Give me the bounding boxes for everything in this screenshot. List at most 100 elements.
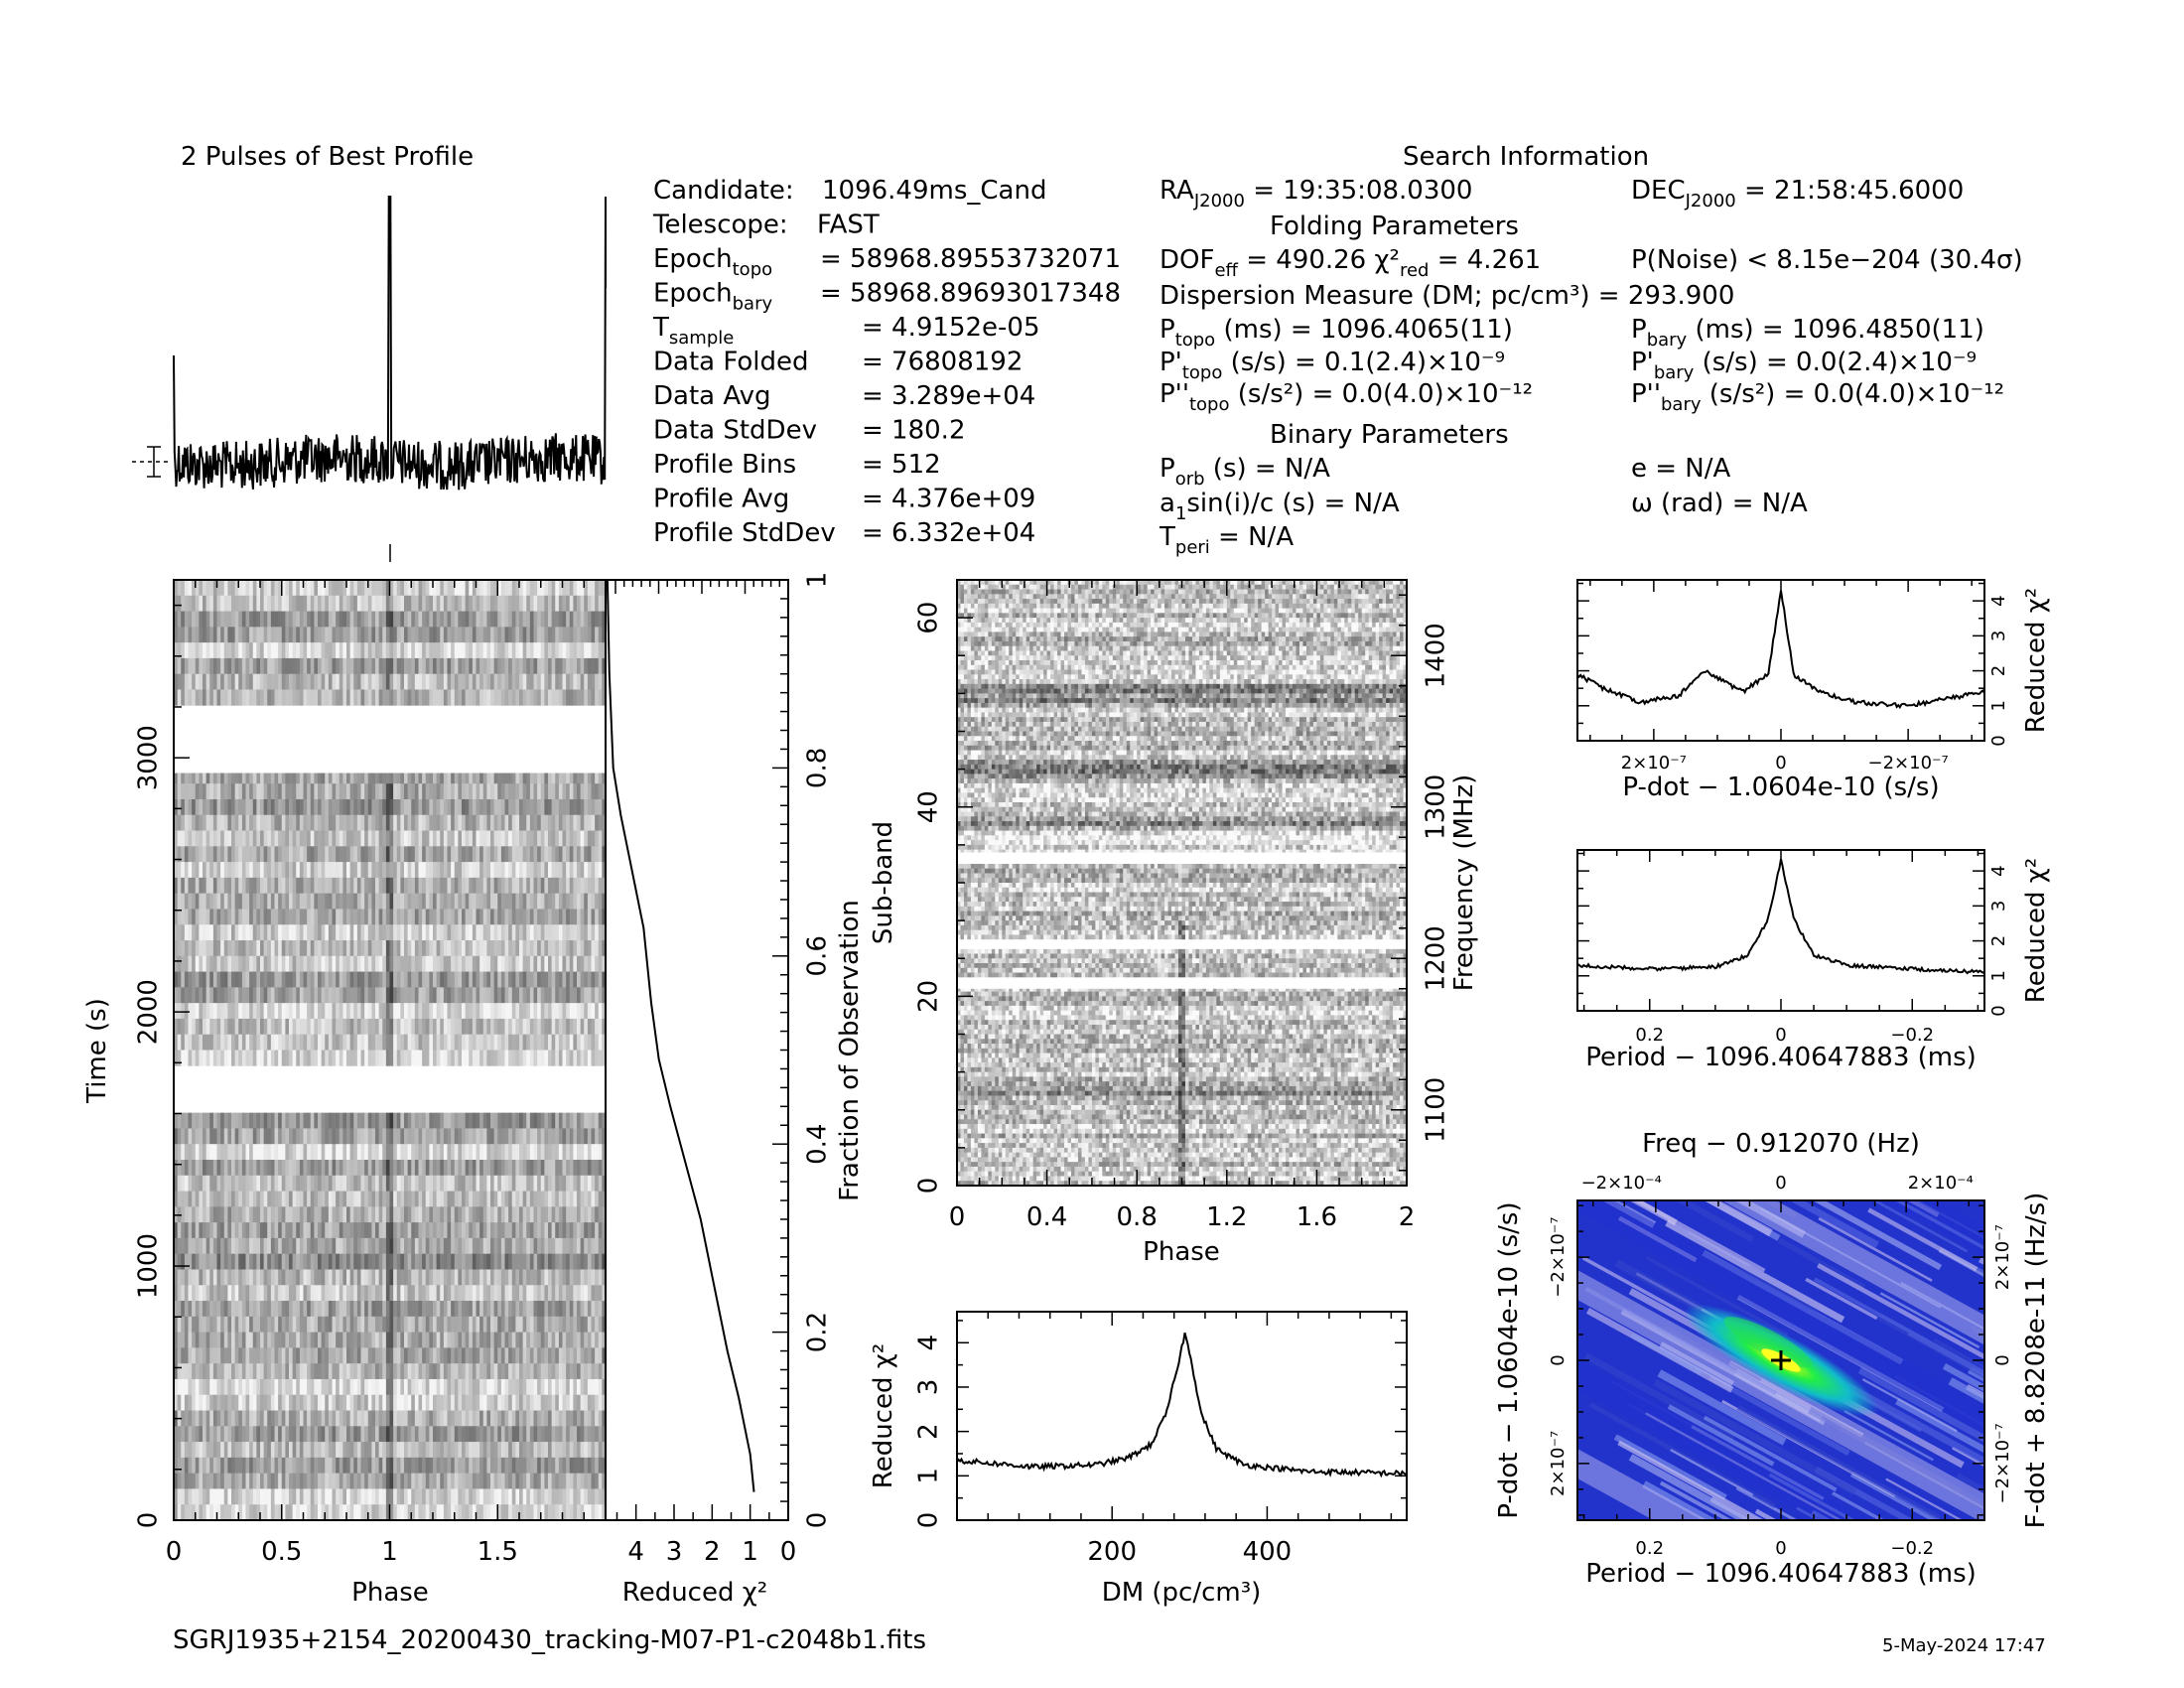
ct-ytick-label: 0.8 — [803, 748, 833, 788]
ppd-ytick-label: −2×10⁻⁷ — [1548, 1217, 1569, 1298]
ppd-x2tick-label: 0 — [1775, 1173, 1786, 1194]
sb-xtick-label: 0 — [949, 1202, 966, 1232]
ppd-x2tick-label: −2×10⁻⁴ — [1581, 1173, 1662, 1194]
ytick-label: 3 — [1988, 631, 2009, 641]
sb-y2tick-label: 1200 — [1422, 925, 1451, 991]
dm-ytick-label: 0 — [914, 1512, 944, 1529]
ppd-title: Freq − 0.912070 (Hz) — [1642, 1129, 1920, 1159]
dm-label: Dispersion Measure (DM; pc/cm³) = 293.90… — [1160, 281, 1734, 311]
dm-ytick-label: 1 — [914, 1468, 944, 1484]
sb-xtick-label: 0.8 — [1117, 1202, 1158, 1232]
time-phase-image — [174, 580, 606, 1520]
ppd-ytick-label: 2×10⁻⁷ — [1548, 1431, 1569, 1496]
ppd-y2tick-label: −2×10⁻⁷ — [1992, 1423, 2013, 1503]
ytick-label: 4 — [1988, 865, 2009, 876]
ytick-label: 1 — [1988, 970, 2009, 981]
subband-phase-image — [957, 580, 1407, 1186]
ytick-label: 0 — [1988, 1005, 2009, 1016]
ct-xtick-label: 1 — [742, 1537, 758, 1567]
info-value: = 58968.89693017348 — [820, 279, 1121, 309]
ppd-xtick-label: −0.2 — [1890, 1538, 1934, 1559]
sb-ytick-label: 60 — [914, 602, 944, 634]
omega-label: ω (rad) = N/A — [1631, 489, 1808, 518]
sb-ylabel: Sub-band — [869, 821, 898, 944]
info-value: = 58968.89553732071 — [820, 244, 1121, 274]
sb-y2label: Frequency (MHz) — [1449, 774, 1479, 992]
tp-xtick-label: 1 — [381, 1537, 398, 1567]
pulse-profile-plot — [132, 197, 606, 562]
folding-params-title: Folding Parameters — [1270, 211, 1519, 241]
tp-ytick-label: 3000 — [134, 725, 164, 790]
tperi-label: Tperi = N/A — [1159, 522, 1294, 558]
pe-xlabel: Period − 1096.40647883 (ms) — [1585, 1043, 1977, 1072]
chi2-time-frame — [606, 580, 788, 1520]
info-value: = 512 — [862, 450, 941, 480]
dm-xtick-label: 200 — [1087, 1537, 1137, 1567]
ppd-x2tick-label: 2×10⁻⁴ — [1908, 1173, 1974, 1194]
sb-xtick-label: 2 — [1399, 1202, 1416, 1232]
ct-xtick-label: 0 — [780, 1537, 797, 1567]
ra-label: RAJ2000 = 19:35:08.0300 — [1160, 176, 1472, 211]
ct-ytick-label: 0.6 — [803, 935, 833, 976]
p-topo-label: Ptopo (ms) = 1096.4065(11) — [1160, 315, 1513, 351]
dm-ytick-label: 3 — [914, 1379, 944, 1396]
chi2-pdot-frame — [1577, 580, 1984, 741]
tp-xtick-label: 0 — [166, 1537, 183, 1567]
chi2-period-curve — [1577, 859, 1984, 973]
sb-xlabel: Phase — [1143, 1237, 1220, 1267]
ct-xtick-label: 3 — [666, 1537, 683, 1567]
masked-subband — [957, 853, 1407, 864]
chi2-time-axes: 4 3 2 1 000.20.40.60.81 — [615, 572, 833, 1567]
profile-curve — [174, 197, 606, 490]
pdot-bary-label: P'bary (s/s) = 0.0(2.4)×10⁻⁹ — [1631, 348, 1977, 383]
tp-ytick-label: 0 — [134, 1512, 164, 1529]
ytick-label: 2 — [1988, 935, 2009, 946]
ppd-ytick-label: 0 — [1548, 1354, 1569, 1365]
filename-label: SGRJ1935+2154_20200430_tracking-M07-P1-c… — [173, 1625, 926, 1655]
sb-ytick-label: 20 — [914, 980, 944, 1013]
ppd-y2tick-label: 2×10⁻⁷ — [1992, 1224, 2013, 1290]
pd-ylabel: Reduced χ² — [2021, 588, 2051, 733]
info-key: Data StdDev — [653, 416, 817, 446]
info-key: Profile Avg — [653, 485, 789, 514]
info-value: = 4.376e+09 — [862, 485, 1035, 514]
dec-label: DECJ2000 = 21:58:45.6000 — [1631, 176, 1964, 211]
ct-ytick-label: 0 — [803, 1512, 833, 1529]
chi2-time-curve — [608, 580, 754, 1492]
dm-ylabel: Reduced χ² — [869, 1343, 898, 1488]
info-value: 1096.49ms_Cand — [822, 176, 1046, 206]
chi2-dm-frame — [957, 1312, 1407, 1520]
ytick-label: 2 — [1988, 665, 2009, 676]
info-value: = 6.332e+04 — [862, 518, 1035, 548]
timestamp-label: 5-May-2024 17:47 — [1882, 1635, 2046, 1656]
info-key: Epochbary — [653, 279, 772, 315]
sb-ytick-label: 40 — [914, 790, 944, 823]
info-key: Profile StdDev — [653, 518, 836, 548]
ppd-y2tick-label: 0 — [1992, 1354, 2013, 1365]
info-value: FAST — [817, 211, 880, 240]
ytick-label: 0 — [1988, 735, 2009, 746]
ct-ytick-label: 0.2 — [803, 1312, 833, 1352]
info-key: Epochtopo — [653, 244, 772, 280]
pd-xtick-label: 2×10⁻⁷ — [1621, 753, 1687, 774]
tp-xtick-label: 0.5 — [261, 1537, 302, 1567]
masked-interval — [174, 712, 606, 773]
sb-xtick-label: 1.2 — [1206, 1202, 1247, 1232]
search-info-title: Search Information — [1403, 142, 1649, 172]
info-value: = 4.9152e-05 — [862, 313, 1040, 343]
asini-label: a1sin(i)/c (s) = N/A — [1160, 489, 1400, 524]
ct-ytick-label: 1 — [803, 572, 833, 589]
ecc-label: e = N/A — [1631, 454, 1731, 484]
ct-ylabel: Fraction of Observation — [835, 900, 865, 1201]
ct-ytick-label: 0.4 — [803, 1124, 833, 1165]
ct-xlabel: Reduced χ² — [622, 1578, 767, 1608]
masked-subband — [957, 939, 1407, 949]
info-value: = 76808192 — [862, 348, 1023, 377]
dm-ytick-label: 4 — [914, 1335, 944, 1351]
chi2-pdot-curve — [1577, 591, 1984, 708]
